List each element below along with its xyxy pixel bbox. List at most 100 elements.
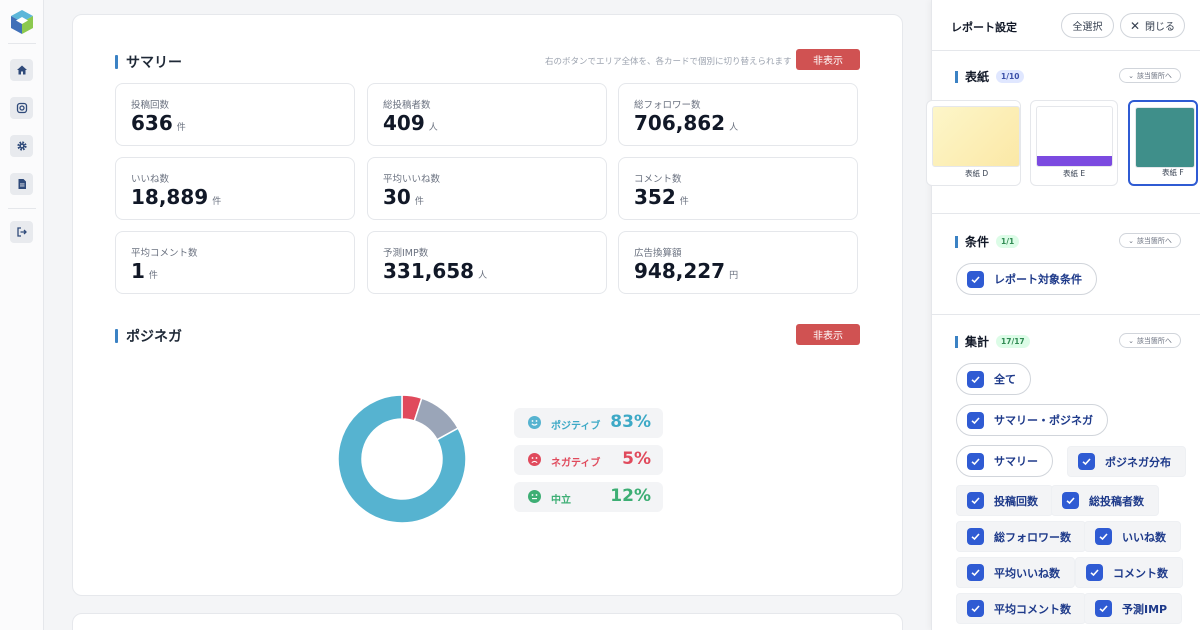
checkbox-chip[interactable]: サマリー・ポジネガ <box>956 404 1108 436</box>
logo-icon[interactable] <box>9 9 35 35</box>
stat-unit: 件 <box>679 197 689 207</box>
nav-logout-button[interactable] <box>10 221 33 243</box>
checkbox-chip[interactable]: 投稿回数 <box>956 485 1053 516</box>
checkbox-checked[interactable] <box>967 370 984 388</box>
check-icon <box>1082 458 1091 466</box>
stat-label: 平均コメント数 <box>131 248 198 259</box>
checkbox-label: 全て <box>994 373 1016 386</box>
checkbox-chip[interactable]: 平均コメント数 <box>956 593 1086 624</box>
chevron-down-icon: ⌄ <box>1128 236 1134 245</box>
legend-negative: ネガティブ 5% <box>514 445 663 475</box>
section-accent-bar <box>115 55 118 69</box>
nav-settings-button[interactable] <box>10 135 33 157</box>
legend-label: ネガティブ <box>551 458 601 469</box>
check-icon <box>1090 569 1099 577</box>
panel-title: レポート設定 <box>951 21 1017 34</box>
neutral-face-icon <box>528 490 541 503</box>
checkbox-label: ポジネガ分布 <box>1105 455 1171 469</box>
checkbox-chip[interactable]: コメント数 <box>1075 557 1183 588</box>
checkbox-label: 平均いいね数 <box>994 566 1060 580</box>
stat-unit: 件 <box>176 123 186 133</box>
stat-card[interactable]: コメント数 352 件 <box>618 157 858 220</box>
nav-instagram-button[interactable] <box>10 97 33 119</box>
checkbox-chip[interactable]: 総投稿者数 <box>1051 485 1159 516</box>
stat-card[interactable]: いいね数 18,889 件 <box>115 157 355 220</box>
stat-number: 706,862 <box>634 111 726 135</box>
cover-thumbnail[interactable]: 表紙 E <box>1030 100 1118 186</box>
stat-label: コメント数 <box>634 174 682 185</box>
check-icon <box>971 605 980 613</box>
aggregate-jump-button[interactable]: ⌄ 該当箇所へ <box>1119 333 1181 348</box>
stat-card[interactable]: 投稿回数 636 件 <box>115 83 355 146</box>
check-icon <box>971 457 980 465</box>
cover-thumbnail-selected[interactable]: 表紙 F <box>1128 100 1198 186</box>
cover-thumbnail[interactable]: 表紙 D <box>926 100 1021 186</box>
stat-card[interactable]: 予測IMP数 331,658 人 <box>367 231 607 294</box>
stat-card[interactable]: 広告換算額 948,227 円 <box>618 231 858 294</box>
checkbox-checked[interactable] <box>967 600 984 617</box>
stat-card[interactable]: 総フォロワー数 706,862 人 <box>618 83 858 146</box>
stat-label: 平均いいね数 <box>383 174 441 185</box>
stat-value: 706,862 人 <box>634 111 738 135</box>
stat-number: 948,227 <box>634 259 726 283</box>
cover-title: 表紙 <box>965 70 990 84</box>
cover-preview-image <box>1135 107 1195 168</box>
summary-title: サマリー <box>126 55 182 71</box>
stat-label: いいね数 <box>131 174 170 185</box>
check-icon <box>971 275 980 283</box>
checkbox-chip[interactable]: レポート対象条件 <box>956 263 1097 295</box>
legend-percent: 5% <box>622 449 651 469</box>
checkbox-checked[interactable] <box>967 411 984 429</box>
legend-label: ポジティブ <box>551 421 601 432</box>
select-all-button[interactable]: 全選択 <box>1061 13 1114 38</box>
cover-thumbnail-label: 表紙 F <box>1162 168 1184 177</box>
check-icon <box>1066 497 1075 505</box>
condition-section-heading: 条件 1/1 <box>955 233 1020 250</box>
donut-slice-positive <box>337 395 467 523</box>
check-icon <box>971 375 980 383</box>
checkbox-chip[interactable]: サマリー <box>956 445 1053 477</box>
stat-label: 総フォロワー数 <box>634 100 701 111</box>
stat-card[interactable]: 総投稿者数 409 人 <box>367 83 607 146</box>
stat-number: 636 <box>131 111 173 135</box>
posinega-title: ポジネガ <box>126 329 182 345</box>
section-accent-bar <box>955 335 958 348</box>
checkbox-label: サマリー <box>994 455 1038 468</box>
close-icon: ✕ <box>1129 18 1141 33</box>
report-settings-panel: レポート設定 全選択 ✕ 閉じる 表紙 1/10 ⌄ 該当箇所へ 表紙 D 表紙 E… <box>926 0 1200 630</box>
checkbox-checked[interactable] <box>1086 564 1103 581</box>
checkbox-chip[interactable]: いいね数 <box>1084 521 1181 552</box>
checkbox-chip[interactable]: 平均いいね数 <box>956 557 1075 588</box>
checkbox-chip[interactable]: 全て <box>956 363 1031 395</box>
nav-report-button[interactable] <box>10 173 33 195</box>
checkbox-checked[interactable] <box>967 492 984 509</box>
stat-card[interactable]: 平均いいね数 30 件 <box>367 157 607 220</box>
checkbox-checked[interactable] <box>967 270 984 288</box>
checkbox-chip[interactable]: 予測IMP <box>1084 593 1183 624</box>
checkbox-checked[interactable] <box>1095 528 1112 545</box>
checkbox-checked[interactable] <box>967 528 984 545</box>
checkbox-chip[interactable]: ポジネガ分布 <box>1067 446 1186 477</box>
jump-label: 該当箇所へ <box>1136 236 1172 245</box>
cover-thumbnail-label: 表紙 D <box>965 169 989 178</box>
nav-home-button[interactable] <box>10 59 33 81</box>
checkbox-checked[interactable] <box>1095 600 1112 617</box>
posinega-hide-button[interactable]: 非表示 <box>796 324 860 345</box>
stat-number: 409 <box>383 111 425 135</box>
summary-hint: 右のボタンでエリア全体を、各カードで個別に切り替えられます <box>545 57 792 67</box>
cover-preview-image <box>1036 106 1113 167</box>
summary-hide-button[interactable]: 非表示 <box>796 49 860 70</box>
cover-section-heading: 表紙 1/10 <box>955 68 1025 85</box>
close-button[interactable]: ✕ 閉じる <box>1120 13 1185 38</box>
logout-icon <box>16 227 27 237</box>
checkbox-checked[interactable] <box>967 564 984 581</box>
condition-jump-button[interactable]: ⌄ 該当箇所へ <box>1119 233 1181 248</box>
checkbox-checked[interactable] <box>1078 453 1095 470</box>
checkbox-chip[interactable]: 総フォロワー数 <box>956 521 1086 552</box>
cover-jump-button[interactable]: ⌄ 該当箇所へ <box>1119 68 1181 83</box>
check-icon <box>1099 533 1108 541</box>
checkbox-checked[interactable] <box>967 452 984 470</box>
aggregate-count-badge: 17/17 <box>996 335 1030 348</box>
checkbox-checked[interactable] <box>1062 492 1079 509</box>
